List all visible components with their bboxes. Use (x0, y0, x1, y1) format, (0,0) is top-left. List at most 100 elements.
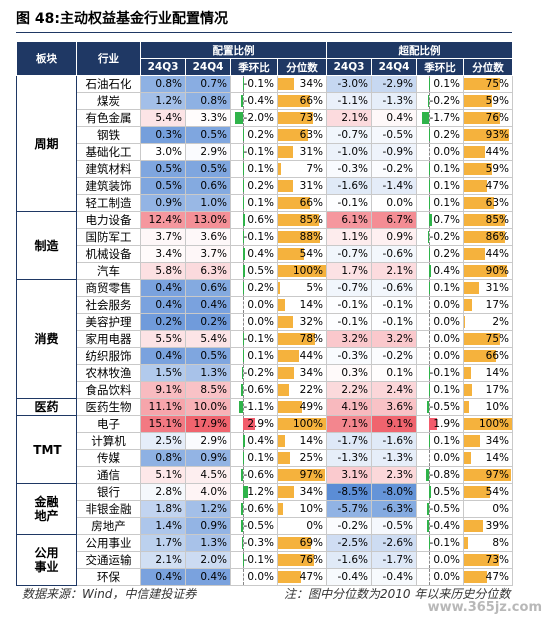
cell-text: 0.1% (433, 384, 460, 396)
value-cell: -0.1% (371, 296, 417, 314)
cell-text: 31% (485, 282, 509, 294)
value-cell: 14% (277, 296, 327, 314)
cell-text: 34% (485, 435, 509, 447)
cell-text: 2.5% (155, 435, 182, 447)
value-cell: -0.6% (371, 279, 417, 297)
value-cell: 1.9% (416, 415, 464, 433)
percentile-bar (464, 554, 500, 566)
value-cell: 0.0% (416, 330, 464, 348)
change-axis (243, 399, 244, 415)
header-column: 季环比 (416, 58, 464, 76)
value-cell: 0.2% (230, 279, 278, 297)
value-cell: 63% (463, 194, 513, 212)
value-cell: 0.8% (140, 75, 186, 93)
value-cell: 0.2% (185, 313, 231, 331)
value-cell: 17.9% (185, 415, 231, 433)
percentile-bar (464, 214, 505, 226)
cell-text: -1.1% (337, 95, 368, 107)
change-bar (235, 112, 243, 124)
footer: 数据来源：Wind，中信建投证券 注：图中分位数为2010 年以来历史分位数 (22, 585, 522, 602)
change-axis (429, 518, 430, 534)
change-bar (428, 231, 429, 243)
cell-text: 0.1% (433, 163, 460, 175)
value-cell: 76% (463, 109, 513, 127)
cell-text: 73% (299, 112, 323, 124)
cell-text: 0.1% (247, 452, 274, 464)
percentile-bar (464, 571, 487, 583)
cell-text: 47% (485, 180, 509, 192)
value-cell: 0.4% (140, 347, 186, 365)
change-axis (429, 433, 430, 449)
change-bar (243, 248, 245, 260)
cell-text: 0.1% (433, 435, 460, 447)
figure-title: 图 48:主动权益基金行业配置情况 (16, 11, 228, 27)
cell-text: -0.8% (429, 469, 460, 481)
cell-text: -0.7% (337, 248, 368, 260)
percentile-bar (464, 95, 493, 107)
cell-text: 0.1% (386, 367, 413, 379)
cell-text: 100% (292, 418, 323, 430)
change-bar (238, 401, 243, 413)
cell-text: 0.2% (433, 129, 460, 141)
change-bar (240, 469, 243, 481)
value-cell: 0.4% (140, 279, 186, 297)
cell-text: 3.6% (386, 401, 413, 413)
value-cell: 90% (463, 262, 513, 280)
value-cell: 17% (463, 381, 513, 399)
change-axis (243, 110, 244, 126)
value-cell: 66% (277, 194, 327, 212)
industry-cell: 交通运输 (76, 551, 141, 569)
change-axis (243, 450, 244, 466)
industry-cell: 轻工制造 (76, 194, 141, 212)
cell-text: 22% (299, 384, 323, 396)
value-cell: 0.0% (416, 551, 464, 569)
value-cell: -0.6% (230, 500, 278, 518)
change-axis (243, 314, 244, 330)
cell-text: 76% (299, 554, 323, 566)
cell-text: -0.2% (243, 367, 274, 379)
cell-text: 75% (485, 333, 509, 345)
cell-text: 0.1% (247, 350, 274, 362)
value-cell: 47% (463, 177, 513, 195)
percentile-bar (464, 265, 508, 277)
industry-cell: 电子 (76, 415, 141, 433)
value-cell: -0.9% (371, 143, 417, 161)
value-cell: 0.0% (416, 143, 464, 161)
value-cell: 6.1% (326, 211, 372, 229)
cell-text: 7% (306, 163, 323, 175)
cell-text: -0.4% (429, 520, 460, 532)
cell-text: -0.3% (337, 163, 368, 175)
percentile-bar (464, 418, 512, 430)
percentile-bar (278, 180, 293, 192)
change-bar (429, 418, 437, 430)
cell-text: 6.1% (341, 214, 368, 226)
cell-text: -2.0% (243, 112, 274, 124)
table-row: 食品饮料 9.1% 8.5% -0.6% 22% 2.2% 2.4% 0.1% 17% (17, 381, 513, 399)
watermark: www.365jz.com (427, 600, 542, 615)
change-bar (422, 112, 429, 124)
cell-text: 3.7% (200, 248, 227, 260)
value-cell: 2.9% (185, 432, 231, 450)
percentile-bar (278, 129, 309, 141)
value-cell: 10% (463, 398, 513, 416)
change-bar (243, 180, 244, 192)
cell-text: -1.3% (382, 452, 413, 464)
value-cell: -0.2% (416, 228, 464, 246)
cell-text: 59% (485, 163, 509, 175)
industry-cell: 社会服务 (76, 296, 141, 314)
value-cell: -3.0% (326, 75, 372, 93)
table-row: 农林牧渔 1.5% 1.3% -0.2% 34% 0.3% 0.1% -0.1% 14% (17, 364, 513, 382)
cell-text: -2.5% (337, 537, 368, 549)
value-cell: 2.9% (185, 143, 231, 161)
cell-text: 0.0% (433, 316, 460, 328)
value-cell: -8.0% (371, 483, 417, 501)
cell-text: -8.0% (382, 486, 413, 498)
industry-cell: 计算机 (76, 432, 141, 450)
value-cell: -0.5% (371, 517, 417, 535)
percentile-bar (464, 316, 465, 328)
value-cell: 34% (277, 483, 327, 501)
value-cell: 13.0% (185, 211, 231, 229)
value-cell: -0.1% (416, 364, 464, 382)
value-cell: 0.8% (140, 449, 186, 467)
value-cell: 5.4% (140, 109, 186, 127)
